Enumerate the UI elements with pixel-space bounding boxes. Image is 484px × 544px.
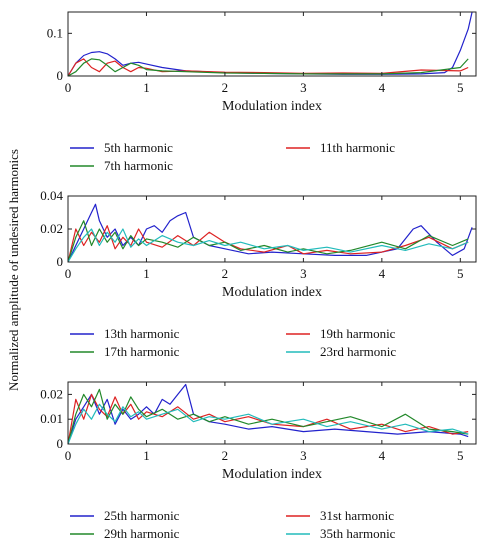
y-tick-label: 0 (57, 68, 64, 83)
legend-entry: 35th harmonic (320, 526, 396, 541)
x-axis-label-3: Modulation index (222, 467, 322, 482)
series-line-1-1 (67, 11, 473, 77)
x-tick-label: 1 (143, 266, 150, 281)
x-tick-label: 3 (300, 80, 307, 95)
x-tick-label: 4 (379, 448, 386, 463)
series-line-3-4 (67, 403, 469, 445)
y-tick-label: 0.1 (47, 25, 63, 40)
series-line-1-3 (67, 58, 469, 77)
x-tick-label: 3 (300, 266, 307, 281)
x-tick-label: 2 (222, 448, 229, 463)
legend-entry: 11th harmonic (320, 140, 395, 155)
x-tick-label: 4 (379, 80, 386, 95)
legend-entry: 7th harmonic (104, 158, 173, 173)
plot-frame-3 (67, 381, 477, 445)
series-line-2-3 (67, 220, 469, 263)
series-line-3-3 (67, 388, 469, 445)
legend-entry: 17th harmonic (104, 344, 180, 359)
x-tick-label: 2 (222, 266, 229, 281)
x-axis-label-2: Modulation index (222, 285, 322, 300)
series-line-1-2 (67, 58, 469, 77)
shared-y-axis-label: Normalized amplitude of undesired harmon… (6, 149, 21, 391)
x-tick-label: 0 (65, 80, 72, 95)
legend-entry: 23rd harmonic (320, 344, 396, 359)
x-tick-label: 5 (457, 448, 464, 463)
y-tick-label: 0 (57, 254, 64, 269)
legend-entry: 29th harmonic (104, 526, 180, 541)
x-tick-label: 1 (143, 448, 150, 463)
series-line-3-1 (67, 383, 469, 445)
x-tick-label: 5 (457, 266, 464, 281)
y-tick-label: 0.01 (40, 411, 63, 426)
y-tick-label: 0.02 (40, 386, 63, 401)
series-line-2-4 (67, 228, 469, 263)
x-tick-label: 3 (300, 448, 307, 463)
x-tick-label: 2 (222, 80, 229, 95)
y-tick-label: 0.02 (40, 221, 63, 236)
series-line-2-1 (67, 203, 473, 263)
y-tick-label: 0 (57, 436, 64, 451)
legend-entry: 5th harmonic (104, 140, 173, 155)
legend-entry: 25th harmonic (104, 508, 180, 523)
x-tick-label: 5 (457, 80, 464, 95)
legend-entry: 19th harmonic (320, 326, 396, 341)
series-line-2-2 (67, 225, 469, 263)
legend-entry: 13th harmonic (104, 326, 180, 341)
x-tick-label: 0 (65, 266, 72, 281)
x-tick-label: 0 (65, 448, 72, 463)
x-axis-label-1: Modulation index (222, 99, 322, 114)
x-tick-label: 4 (379, 266, 386, 281)
plot-frame-1 (67, 11, 477, 77)
x-tick-label: 1 (143, 80, 150, 95)
legend-entry: 31st harmonic (320, 508, 394, 523)
y-tick-label: 0.04 (40, 188, 63, 203)
